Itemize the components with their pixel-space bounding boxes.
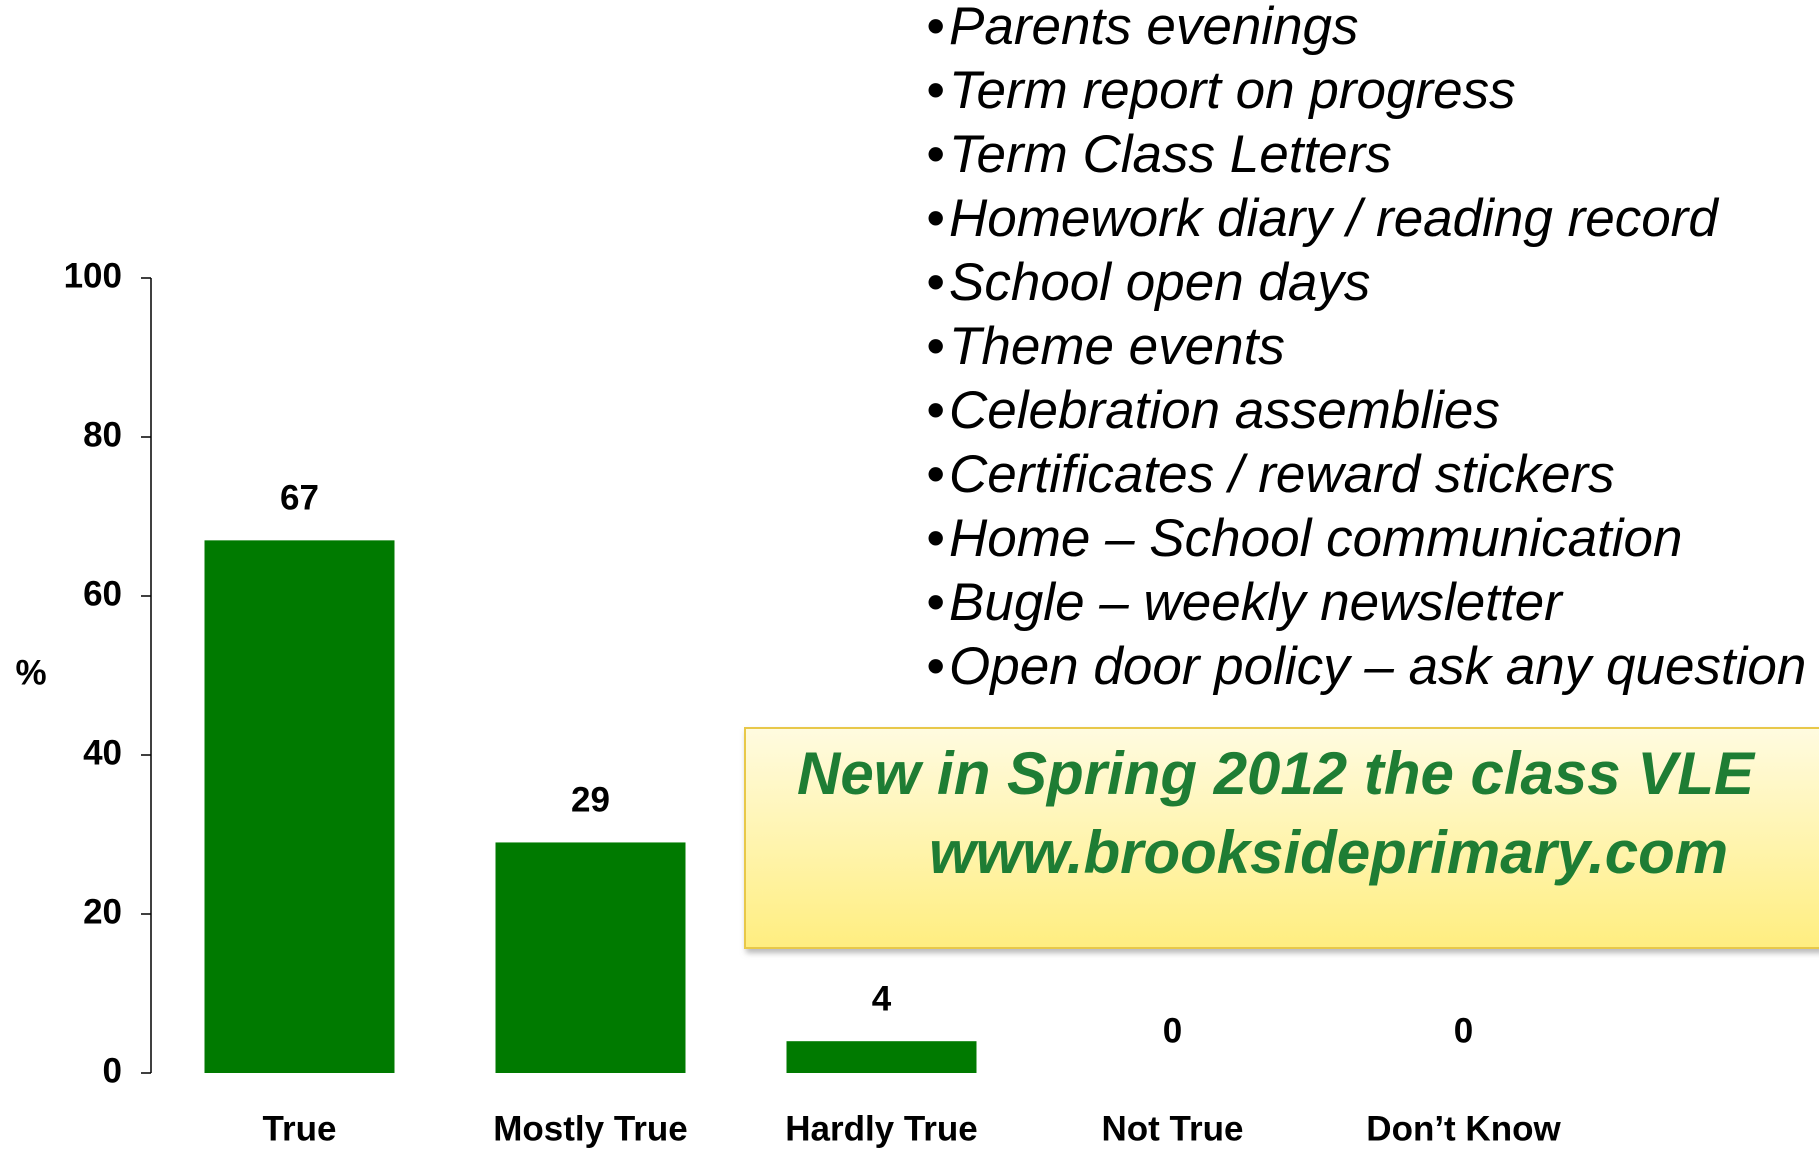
bullet-marker: •	[926, 189, 945, 248]
x-tick-label: Mostly True	[493, 1109, 687, 1148]
bullet-item: Home – School communication	[949, 509, 1683, 568]
bullet-marker: •	[926, 125, 945, 184]
bullet-item: Bugle – weekly newsletter	[949, 573, 1564, 632]
y-axis-label: %	[15, 653, 46, 692]
y-tick-label: 40	[83, 733, 122, 772]
y-tick-label: 100	[64, 256, 122, 295]
bullet-marker: •	[926, 445, 945, 504]
bar	[495, 842, 686, 1073]
x-tick-label: Don’t Know	[1366, 1109, 1561, 1148]
bullet-item: Certificates / reward stickers	[949, 445, 1615, 504]
bullet-marker: •	[926, 61, 945, 120]
x-tick-label: Not True	[1102, 1109, 1244, 1148]
data-label: 4	[872, 979, 892, 1018]
bullet-marker: •	[926, 509, 945, 568]
bullet-marker: •	[926, 317, 945, 376]
y-tick-label: 20	[83, 892, 122, 931]
bullet-marker: •	[926, 253, 945, 312]
bullet-item: Parents evenings	[949, 0, 1359, 56]
callout-link: www.brooksideprimary.com	[929, 819, 1728, 886]
bullet-marker: •	[926, 637, 945, 696]
callout-line: New in Spring 2012 the class VLE	[797, 740, 1756, 807]
x-tick-label: Hardly True	[785, 1109, 978, 1148]
y-tick-label: 0	[103, 1051, 122, 1090]
bullet-marker: •	[926, 0, 945, 56]
data-label: 0	[1454, 1011, 1473, 1050]
bullet-item: Open door policy – ask any question	[949, 637, 1806, 696]
y-tick-label: 80	[83, 415, 122, 454]
bar	[204, 540, 395, 1073]
callout-box	[744, 727, 1819, 949]
bullet-item: School open days	[949, 253, 1370, 312]
x-tick-label: True	[263, 1109, 337, 1148]
bullet-item: Celebration assemblies	[949, 381, 1500, 440]
bullet-item: Term report on progress	[949, 61, 1516, 120]
bullet-item: Homework diary / reading record	[949, 189, 1719, 248]
data-label: 29	[571, 781, 610, 820]
bullet-item: Term Class Letters	[949, 125, 1392, 184]
bullet-marker: •	[926, 381, 945, 440]
data-label: 67	[280, 479, 319, 518]
bullet-marker: •	[926, 573, 945, 632]
bullet-item: Theme events	[949, 317, 1285, 376]
y-tick-label: 60	[83, 574, 122, 613]
bar	[786, 1041, 977, 1073]
data-label: 0	[1163, 1011, 1182, 1050]
